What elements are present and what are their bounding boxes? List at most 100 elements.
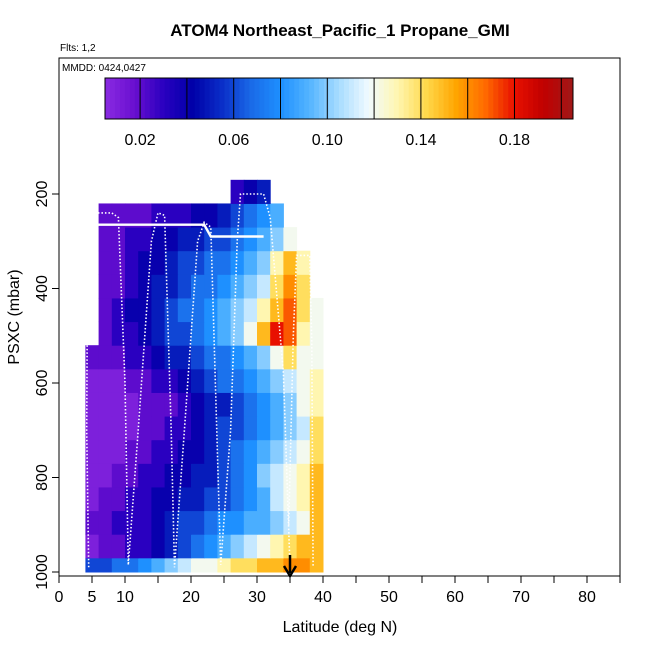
heatmap-cell xyxy=(85,557,100,573)
colorbar-swatch xyxy=(284,78,290,119)
colorbar-swatch xyxy=(448,78,454,119)
heatmap-cell xyxy=(243,534,258,559)
date-label: MMDD: 0424,0427 xyxy=(62,63,146,74)
colorbar-swatch xyxy=(383,78,390,119)
heatmap-cell xyxy=(217,368,232,393)
x-axis: 0 5 10 20 30 40 50 60 70 80 xyxy=(55,576,621,606)
colorbar-swatch xyxy=(239,78,245,119)
colorbar-tick-label: 0.18 xyxy=(499,132,530,149)
heatmap-cell xyxy=(164,486,179,512)
heatmap-cell xyxy=(85,534,100,559)
heatmap-cell xyxy=(309,368,324,393)
colorbar-swatch xyxy=(403,78,410,119)
heatmap-cell xyxy=(164,345,179,370)
colorbar-swatch xyxy=(169,78,176,119)
colorbar-tick-label: 0.02 xyxy=(125,132,156,149)
colorbar-swatch xyxy=(289,78,295,119)
heatmap-cell xyxy=(217,534,232,559)
heatmap-cell xyxy=(309,297,324,323)
colorbar-swatch xyxy=(508,78,514,119)
heatmap-cell xyxy=(270,297,284,323)
heatmap-cell xyxy=(177,297,192,323)
heatmap-cell xyxy=(98,463,113,488)
heatmap-cell xyxy=(204,368,218,393)
heatmap-cell xyxy=(296,557,311,573)
heatmap-cell xyxy=(164,510,179,535)
heatmap-cell xyxy=(217,345,232,370)
heatmap-cell xyxy=(138,439,152,464)
heatmap-cell xyxy=(283,321,298,346)
x-tick-label: 50 xyxy=(380,589,398,606)
heatmap-cell xyxy=(204,392,218,417)
heatmap-cell xyxy=(98,321,113,346)
heatmap-cell xyxy=(191,392,205,417)
heatmap-cell xyxy=(151,250,166,275)
heatmap-cell xyxy=(204,486,218,512)
heatmap-cell xyxy=(191,510,205,535)
heatmap-cell xyxy=(309,557,324,573)
heatmap-cell xyxy=(85,368,100,393)
heatmap-cell xyxy=(270,345,284,370)
y-tick-label: 400 xyxy=(34,275,51,302)
y-tick-label: 800 xyxy=(34,464,51,491)
heatmap-cell xyxy=(257,510,271,535)
heatmap-cell xyxy=(85,416,100,441)
heatmap-cell xyxy=(257,227,271,252)
heatmap-cell xyxy=(296,392,311,417)
heatmap-cell xyxy=(151,274,166,299)
heatmap-cell xyxy=(111,297,126,323)
heatmap-cell xyxy=(177,439,192,464)
heatmap-cell xyxy=(217,557,232,573)
heatmap-cell xyxy=(85,392,100,417)
colorbar-swatch xyxy=(423,78,430,119)
flight-track-1 xyxy=(85,193,291,568)
heatmap-cell xyxy=(257,392,271,417)
colorbar-swatch xyxy=(488,78,494,119)
colorbar-swatch xyxy=(373,78,380,119)
heatmap-cell xyxy=(151,416,166,441)
colorbar-tick-label: 0.10 xyxy=(312,132,343,149)
heatmap-cell xyxy=(151,463,166,488)
heatmap-cell xyxy=(283,486,298,512)
heatmap-cell xyxy=(230,321,245,346)
heatmap-cell xyxy=(270,227,284,252)
heatmap-cell xyxy=(270,510,284,535)
heatmap-cell xyxy=(296,250,311,275)
heatmap-cell xyxy=(230,557,245,573)
colorbar-swatch xyxy=(229,78,235,119)
colorbar-swatch xyxy=(269,78,275,119)
colorbar-tick-label: 0.14 xyxy=(405,132,436,149)
heatmap-cell xyxy=(151,439,166,464)
heatmap-cell xyxy=(125,203,139,228)
heatmap-cell xyxy=(151,557,166,573)
heatmap-cell xyxy=(191,203,205,228)
heatmap-cell xyxy=(204,439,218,464)
heatmap-cell xyxy=(177,345,192,370)
heatmap-cell xyxy=(111,534,126,559)
heatmap-cell xyxy=(177,274,192,299)
heatmap-cell xyxy=(243,179,258,204)
heatmap-cell xyxy=(151,321,166,346)
colorbar xyxy=(104,77,574,120)
heatmap-cell xyxy=(257,297,271,323)
heatmap-cell xyxy=(177,510,192,535)
heatmap-cell xyxy=(217,416,232,441)
heatmap-cell xyxy=(296,439,311,464)
heatmap-cell xyxy=(283,345,298,370)
colorbar-tick-label: 0.06 xyxy=(218,132,249,149)
heatmap-cell xyxy=(177,534,192,559)
heatmap-cell xyxy=(98,250,113,275)
heatmap-cell xyxy=(270,274,284,299)
colorbar-swatch xyxy=(493,78,499,119)
heatmap-cell xyxy=(151,534,166,559)
heatmap-cell xyxy=(243,250,258,275)
colorbar-swatch xyxy=(254,78,260,119)
heatmap-cell xyxy=(283,274,298,299)
heatmap-cell xyxy=(177,321,192,346)
colorbar-swatch xyxy=(209,78,215,119)
y-tick-label: 600 xyxy=(34,370,51,397)
colorbar-swatch xyxy=(473,78,479,119)
heatmap-cell xyxy=(125,557,139,573)
heatmap-cell xyxy=(257,557,271,573)
